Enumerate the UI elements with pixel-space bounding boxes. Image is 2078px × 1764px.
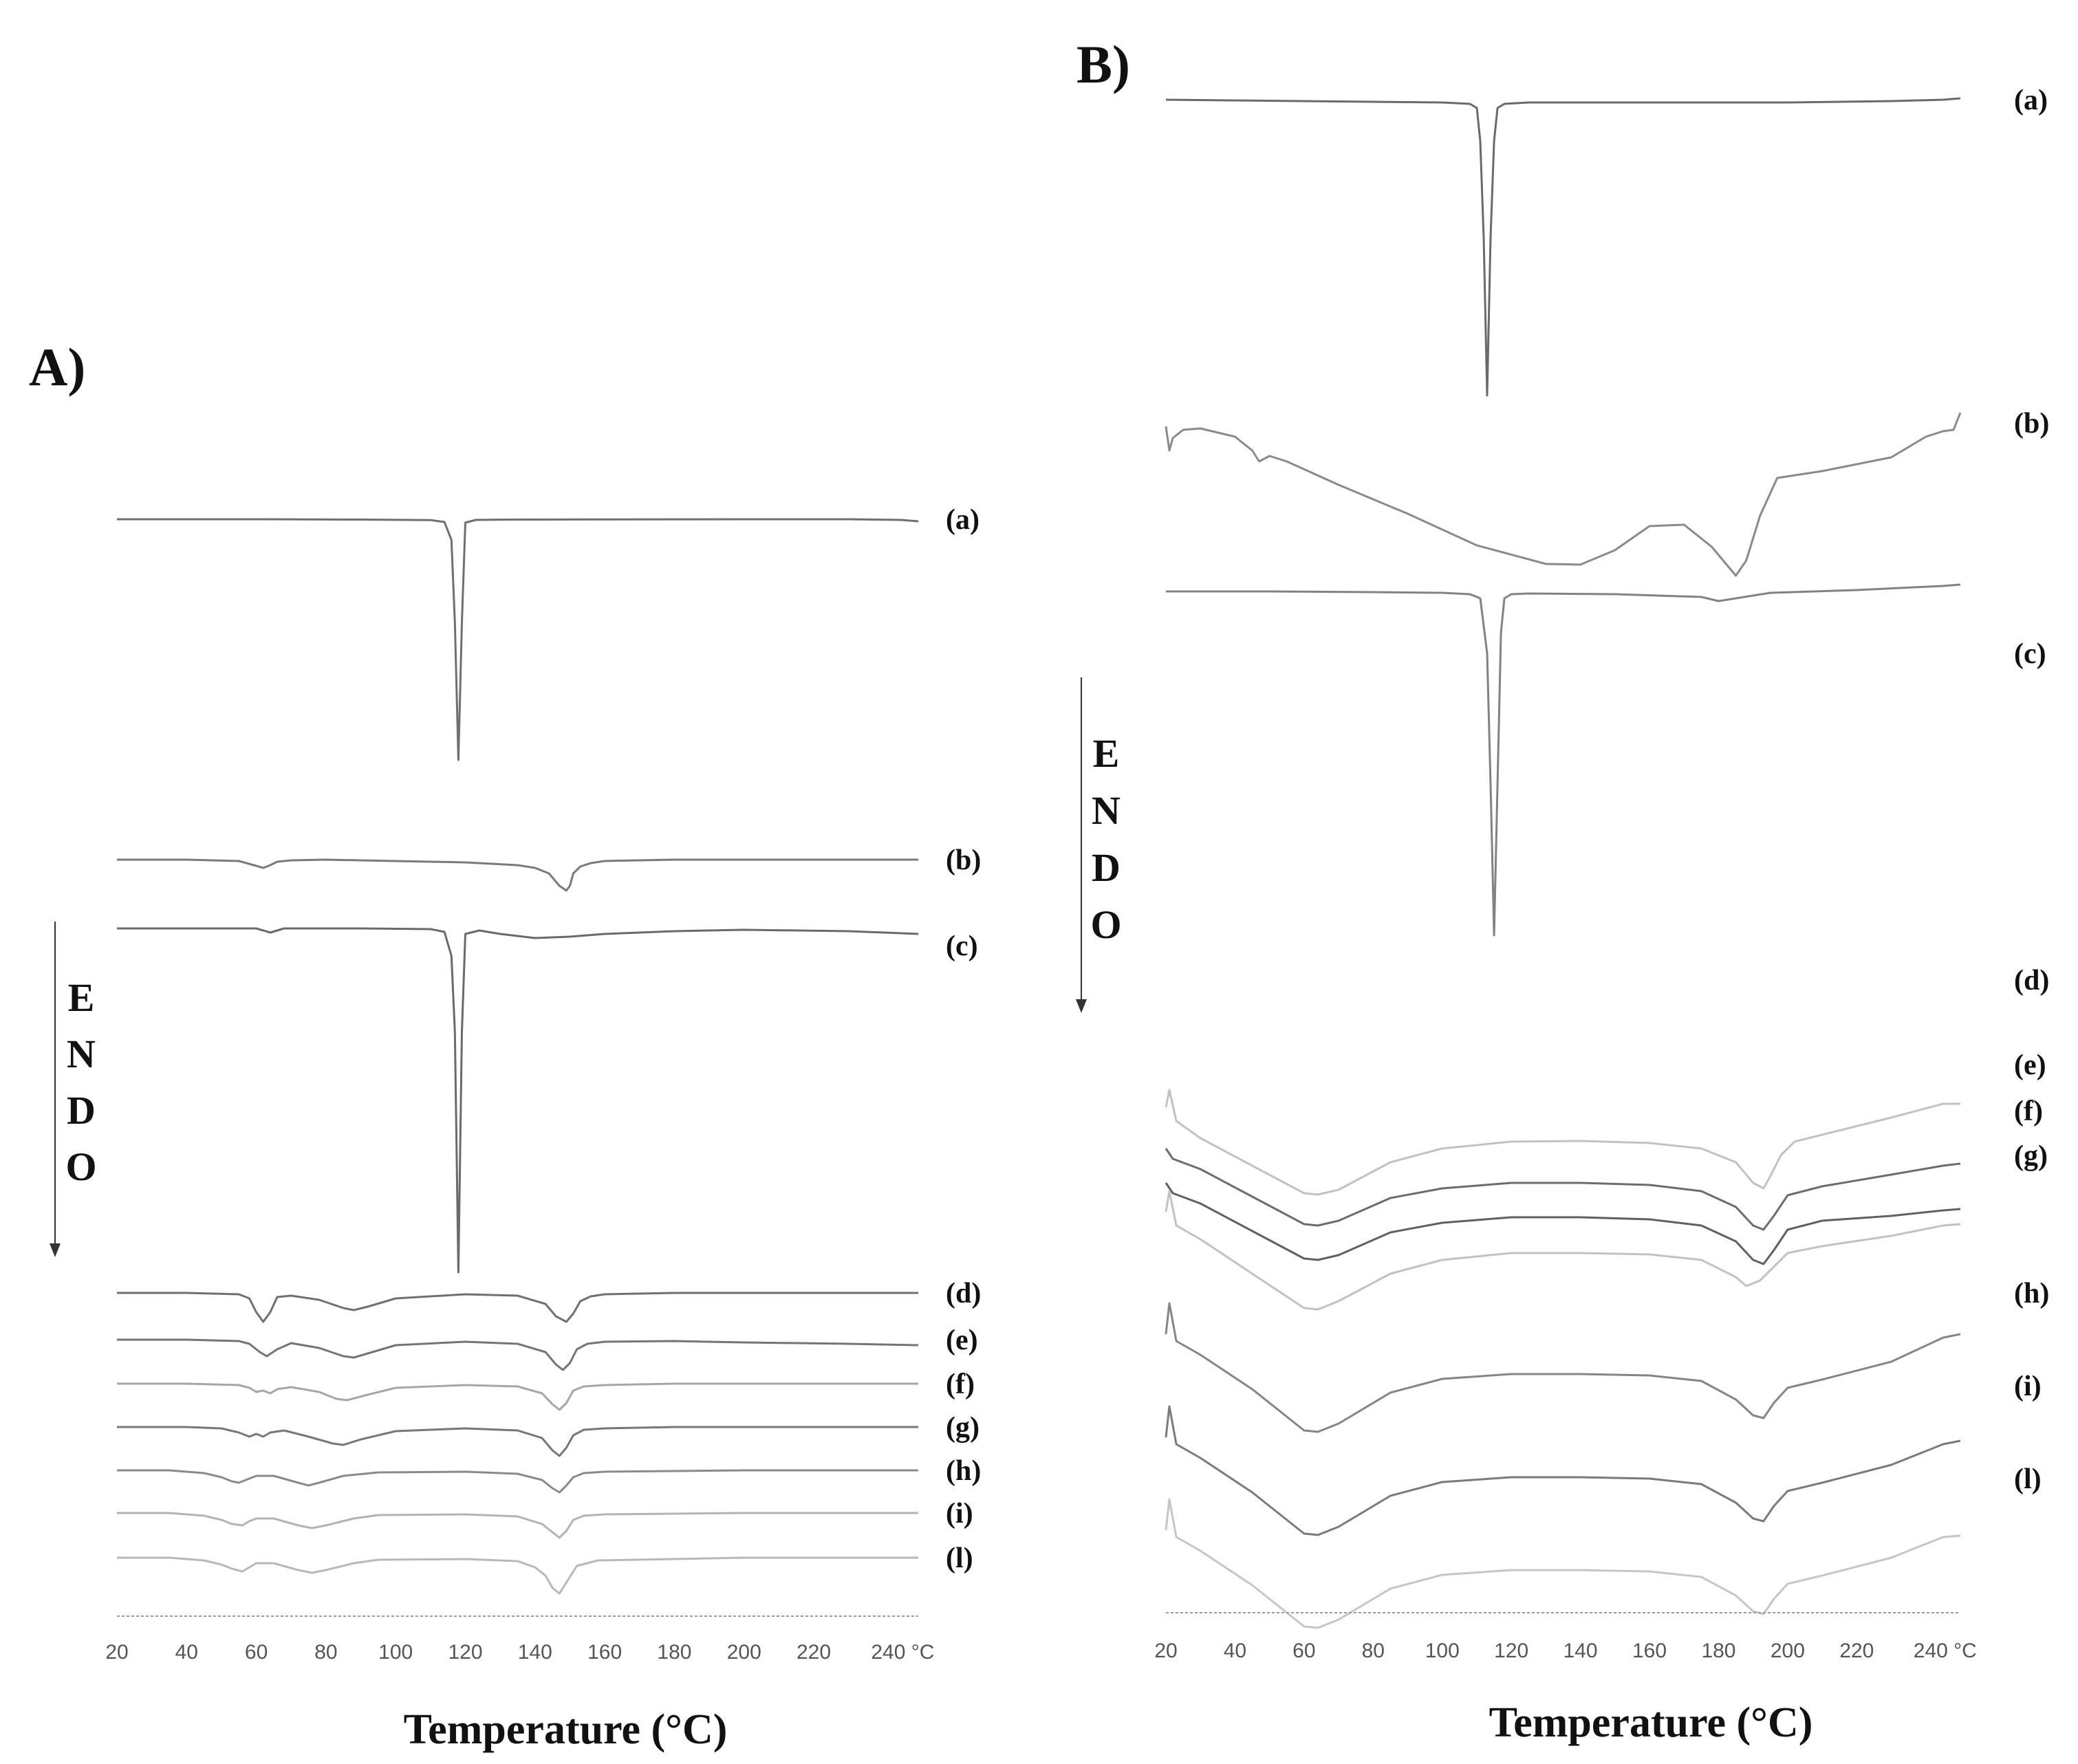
panel-a-thermograms [117, 518, 919, 1595]
panel-a-endo-arrowhead [50, 1243, 61, 1257]
panel-a-curve-label-g: (g) [946, 1412, 980, 1444]
panel-b-x-tick-label: 80 [1362, 1640, 1385, 1662]
panel-b-x-tick-label: 200 [1771, 1640, 1805, 1662]
panel-b-curve-label-f: (f) [2014, 1096, 2043, 1127]
panel-b-curve-label-a: (a) [2014, 85, 2048, 116]
panel-a-curve-label-i: (i) [946, 1498, 973, 1529]
panel-b-curve-label-h: (h) [2014, 1278, 2049, 1309]
panel-a-curve-label-h: (h) [946, 1455, 981, 1487]
panel-a: A) (a) (b) (c) (d) (e) (f) (g) (h) (i) (l) 20 40 60… [29, 337, 981, 1753]
panel-b-curve-i [1165, 1405, 1961, 1536]
panel-b-curve-b [1165, 412, 1962, 577]
panel-b-curve-label-d: (d) [2014, 965, 2049, 997]
panel-a-curve-label-c: (c) [946, 930, 978, 962]
panel-a-curve-c [117, 927, 919, 1274]
panel-a-curve-l [117, 1556, 918, 1595]
panel-b-label: B) [1076, 34, 1130, 94]
panel-b-curve-d [1165, 1089, 1960, 1196]
panel-b-endo-letter-e: E [1093, 731, 1120, 776]
panel-a-x-tick-label: 40 [175, 1641, 198, 1664]
panel-a-endo-letter-o: O [65, 1144, 96, 1189]
panel-b-curve-a [1165, 97, 1961, 397]
panel-b-x-tick-label: 100 [1425, 1640, 1460, 1662]
panel-b-endo-arrowhead [1076, 999, 1087, 1013]
panel-a-curve-label-l: (l) [946, 1543, 973, 1574]
panel-a-endo-letter-e: E [68, 975, 95, 1020]
panel-a-endo-letter-d: D [67, 1088, 96, 1133]
panel-a-x-tick-label: 20 [105, 1641, 128, 1664]
panel-b-x-ticks: 20 40 60 80 100 120 140 160 180 200 220 240 °C [1154, 1640, 1977, 1662]
panel-a-x-tick-label: 140 [518, 1641, 552, 1664]
panel-b-curve-label-g: (g) [2014, 1140, 2048, 1172]
panel-a-x-ticks: 20 40 60 80 100 120 140 160 180 200 220 240 °C [105, 1641, 934, 1664]
panel-a-curve-g [117, 1426, 918, 1457]
panel-b-x-tick-label: 60 [1292, 1640, 1315, 1662]
panel-a-curve-f [117, 1382, 918, 1411]
panel-b-curve-label-c: (c) [2014, 638, 2046, 670]
panel-a-curve-h [117, 1469, 918, 1494]
panel-b-endo-letter-o: O [1090, 902, 1121, 947]
panel-a-curve-a [117, 518, 919, 761]
panel-a-curve-label-d: (d) [946, 1278, 981, 1309]
panel-b-curve-label-l: (l) [2014, 1463, 2042, 1495]
panel-b-x-axis-title: Temperature (°C) [1489, 1699, 1813, 1746]
panel-a-label: A) [29, 337, 85, 397]
panel-b-endo-letter-n: N [1092, 788, 1121, 833]
panel-a-x-axis-title: Temperature (°C) [404, 1706, 728, 1753]
panel-a-endo-letter-n: N [67, 1032, 96, 1076]
panel-a-x-tick-label: 120 [448, 1641, 482, 1664]
panel-a-curve-e [117, 1338, 919, 1371]
panel-a-x-tick-label: 100 [378, 1641, 413, 1664]
panel-b-curve-h [1165, 1302, 1961, 1433]
panel-a-curve-label-e: (e) [946, 1325, 978, 1356]
panel-b-curve-g [1165, 1190, 1961, 1311]
panel-b-curve-label-e: (e) [2014, 1049, 2046, 1081]
panel-a-curve-label-a: (a) [946, 504, 980, 536]
panel-a-curve-labels: (a) (b) (c) (d) (e) (f) (g) (h) (i) (l) [946, 504, 981, 1574]
panel-b-curve-e [1165, 1148, 1961, 1231]
panel-b-x-tick-label: 40 [1224, 1640, 1246, 1662]
panel-a-x-tick-label: 220 [797, 1641, 831, 1664]
panel-b-curve-label-b: (b) [2014, 408, 2049, 439]
panel-a-x-tick-label: 180 [657, 1641, 691, 1664]
panel-a-curve-label-f: (f) [946, 1369, 975, 1400]
panel-b-endo-indicator: E N D O [1076, 677, 1122, 1013]
panel-b-curve-c [1166, 583, 1961, 937]
panel-b-curve-l [1165, 1498, 1961, 1629]
panel-a-curve-label-b: (b) [946, 845, 981, 876]
panel-a-x-tick-label: 240 °C [871, 1641, 934, 1664]
panel-a-x-tick-label: 200 [727, 1641, 761, 1664]
panel-b-x-tick-label: 20 [1154, 1640, 1177, 1662]
panel-b-thermograms [1165, 97, 1962, 1629]
panel-a-curve-d [117, 1292, 918, 1323]
panel-b-curve-f [1165, 1182, 1961, 1265]
panel-b-x-tick-label: 180 [1701, 1640, 1735, 1662]
panel-b-curve-label-i: (i) [2014, 1371, 2042, 1402]
panel-b-x-tick-label: 220 [1839, 1640, 1874, 1662]
panel-b-x-tick-label: 160 [1632, 1640, 1667, 1662]
panel-b-x-tick-label: 140 [1563, 1640, 1598, 1662]
panel-b-x-tick-label: 240 °C [1914, 1640, 1977, 1662]
panel-a-endo-indicator: E N D O [50, 922, 97, 1257]
panel-a-x-tick-label: 80 [314, 1641, 337, 1664]
panel-a-x-tick-label: 60 [245, 1641, 268, 1664]
panel-b-curve-labels: (a) (b) (c) (d) (e) (f) (g) (h) (i) (l) [2014, 85, 2049, 1495]
panel-b-endo-letter-d: D [1092, 845, 1121, 890]
panel-a-x-tick-label: 160 [587, 1641, 622, 1664]
panel-a-curve-i [117, 1512, 918, 1539]
panel-b-x-tick-label: 120 [1494, 1640, 1528, 1662]
panel-a-curve-b [117, 858, 918, 892]
panel-b: B) (a) (b) (c) (d) (e) (f) (g) (h) (i) (l) 20 40 60… [1076, 34, 2049, 1746]
